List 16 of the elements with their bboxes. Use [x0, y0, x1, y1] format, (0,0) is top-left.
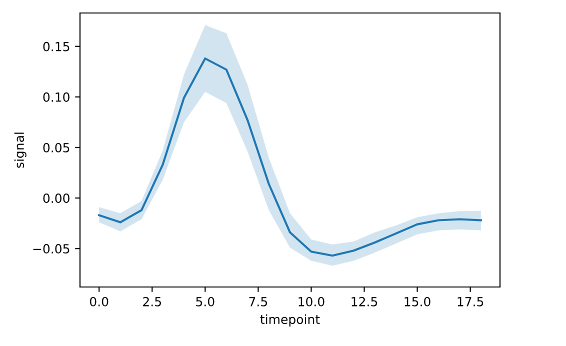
x-axis-title: timepoint	[260, 314, 320, 326]
x-tick-label: 17.5	[458, 297, 484, 306]
y-tick-label: 0.05	[43, 142, 70, 152]
line-series	[98, 57, 482, 257]
x-tick-label: 15.0	[404, 296, 430, 306]
y-tick-label: 0.00	[43, 194, 70, 203]
x-tick-label: 2.5	[143, 296, 161, 306]
x-tick-label: 12.5	[352, 296, 378, 306]
x-tick-label: 0.0	[90, 296, 108, 306]
y-tick-label: 0.15	[43, 42, 70, 52]
y-axis-title: signal	[14, 132, 26, 168]
x-tick-label: 5.0	[196, 296, 214, 306]
x-tick-label: 10.0	[298, 296, 324, 306]
y-tick-label: 0.10	[43, 92, 70, 102]
y-tick-label: −0.05	[33, 244, 70, 254]
x-tick-label: 7.5	[249, 297, 268, 306]
